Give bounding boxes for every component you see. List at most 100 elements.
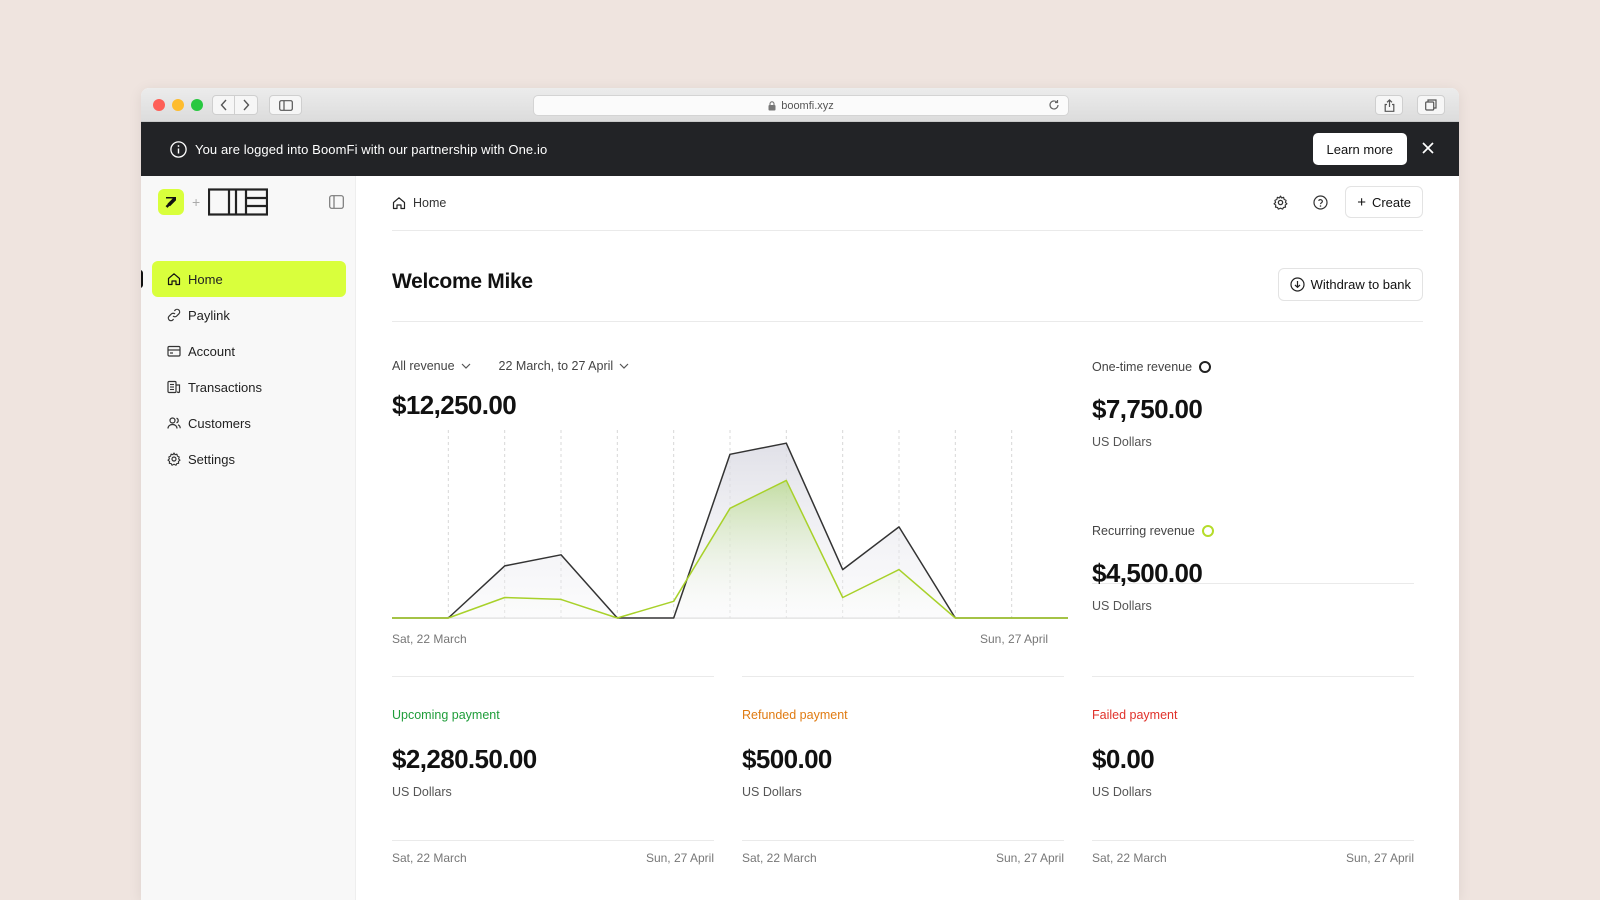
- info-icon: [170, 140, 187, 158]
- date-range-value: 22 March, to 27 April: [498, 359, 614, 373]
- sidebar-item-paylink[interactable]: Paylink: [152, 297, 346, 333]
- refunded-payment-card[interactable]: Refunded payment $500.00 US Dollars Sat,…: [742, 676, 1064, 866]
- help-button[interactable]: [1305, 187, 1335, 217]
- browser-sidebar-button[interactable]: [269, 95, 302, 115]
- sidebar-item-label: Account: [188, 343, 235, 359]
- card-end-label: Sun, 27 April: [1345, 851, 1414, 865]
- maximize-window-button[interactable]: [191, 99, 203, 111]
- withdraw-label: Withdraw to bank: [1310, 277, 1411, 292]
- chart-filters: All revenue 22 March, to 27 April: [392, 359, 657, 373]
- total-revenue-value: $12,250.00: [392, 390, 517, 420]
- arrow-icon: [165, 197, 176, 208]
- upcoming-payment-card[interactable]: Upcoming payment $2,280.50.00 US Dollars…: [392, 676, 714, 866]
- share-button[interactable]: [1375, 95, 1403, 115]
- url-text: boomfi.xyz: [781, 99, 834, 112]
- minimize-window-button[interactable]: [172, 99, 184, 111]
- card-value: $2,280.50.00: [392, 744, 537, 774]
- oneio-logo: [208, 188, 269, 216]
- sidebar-item-label: Customers: [188, 415, 251, 431]
- revenue-type-dropdown[interactable]: All revenue: [392, 359, 471, 373]
- card-axis: Sat, 22 March Sun, 27 April: [742, 840, 1064, 865]
- revenue-chart: [392, 430, 1068, 619]
- sidebar-item-label: Home: [188, 271, 223, 287]
- collapse-sidebar-icon[interactable]: [329, 195, 344, 209]
- create-label: Create: [1371, 194, 1411, 210]
- home-icon: [392, 197, 406, 210]
- stat-unit: US Dollars: [1092, 599, 1152, 613]
- transactions-icon: [167, 380, 181, 394]
- close-window-button[interactable]: [153, 99, 165, 111]
- card-label: Refunded payment: [742, 708, 848, 722]
- card-axis: Sat, 22 March Sun, 27 April: [392, 840, 714, 865]
- wallet-icon: [167, 345, 181, 357]
- chevron-down-icon: [619, 363, 629, 369]
- plus-icon: +: [1357, 193, 1366, 211]
- date-range-dropdown[interactable]: 22 March, to 27 April: [499, 359, 630, 373]
- card-start-label: Sat, 22 March: [1092, 851, 1167, 865]
- sidebar-item-customers[interactable]: Customers: [152, 405, 346, 441]
- one-time-legend-ring: [1199, 361, 1212, 373]
- address-bar[interactable]: boomfi.xyz: [533, 95, 1069, 116]
- stat-value: $4,500.00: [1092, 558, 1203, 588]
- settings-button[interactable]: [1265, 187, 1295, 217]
- sidebar: + Home Paylink Account: [141, 176, 356, 900]
- boomfi-logo[interactable]: [158, 189, 184, 215]
- card-start-label: Sat, 22 March: [742, 851, 817, 865]
- gear-icon: [167, 452, 181, 466]
- card-label: Failed payment: [1092, 708, 1178, 722]
- create-button[interactable]: + Create: [1345, 186, 1423, 218]
- sidebar-item-settings[interactable]: Settings: [152, 441, 346, 477]
- stat-unit: US Dollars: [1092, 435, 1152, 449]
- sidebar-item-label: Settings: [188, 451, 235, 467]
- browser-toolbar: boomfi.xyz: [141, 88, 1459, 122]
- banner-text: You are logged into BoomFi with our part…: [195, 141, 548, 157]
- sidebar-item-transactions[interactable]: Transactions: [152, 369, 346, 405]
- recurring-revenue-line: [392, 479, 1068, 619]
- divider: [1092, 583, 1414, 584]
- sidebar-item-home[interactable]: Home: [152, 261, 346, 297]
- download-circle-icon: [1289, 277, 1305, 292]
- browser-window: boomfi.xyz You are logged into BoomFi wi…: [141, 88, 1459, 900]
- welcome-section: Welcome Mike Withdraw to bank: [392, 231, 1423, 322]
- card-unit: US Dollars: [742, 785, 802, 799]
- recurring-revenue-area: [392, 480, 1068, 618]
- card-end-label: Sun, 27 April: [645, 851, 714, 865]
- stat-value: $7,750.00: [1092, 394, 1203, 424]
- chart-x-end-label: Sun, 27 April: [980, 632, 1049, 646]
- breadcrumb-label: Home: [413, 196, 447, 210]
- sidebar-item-account[interactable]: Account: [152, 333, 346, 369]
- revenue-type-value: All revenue: [392, 359, 455, 373]
- failed-payment-card[interactable]: Failed payment $0.00 US Dollars Sat, 22 …: [1092, 676, 1414, 866]
- recurring-legend-ring: [1201, 525, 1214, 537]
- share-icon: [1384, 98, 1394, 112]
- sidebar-nav: Home Paylink Account Transactions Custom…: [152, 261, 346, 477]
- stat-label: Recurring revenue: [1092, 524, 1195, 538]
- chart-x-start-label: Sat, 22 March: [392, 632, 467, 646]
- logo-row: +: [158, 188, 269, 216]
- card-label: Upcoming payment: [392, 708, 500, 722]
- stat-label: One-time revenue: [1092, 360, 1193, 374]
- logo-plus-sign: +: [192, 194, 201, 210]
- page-title: Welcome Mike: [392, 270, 533, 293]
- recurring-revenue-stat: Recurring revenue $4,500.00 US Dollars: [1092, 524, 1414, 613]
- link-icon: [167, 308, 181, 322]
- users-icon: [167, 417, 181, 429]
- close-icon[interactable]: [1421, 141, 1435, 155]
- withdraw-to-bank-button[interactable]: Withdraw to bank: [1277, 268, 1423, 301]
- gear-icon: [1273, 194, 1288, 210]
- help-icon: [1313, 194, 1328, 210]
- partnership-banner: You are logged into BoomFi with our part…: [141, 122, 1459, 176]
- card-value: $500.00: [742, 744, 832, 774]
- sidebar-item-label: Transactions: [188, 379, 262, 395]
- card-end-label: Sun, 27 April: [995, 851, 1064, 865]
- top-bar: Home + Create: [392, 176, 1423, 231]
- home-icon: [167, 273, 181, 286]
- back-button[interactable]: [212, 95, 235, 115]
- breadcrumb[interactable]: Home: [392, 196, 446, 210]
- learn-more-button[interactable]: Learn more: [1312, 133, 1407, 165]
- chevron-left-icon: [220, 99, 227, 111]
- card-unit: US Dollars: [1092, 785, 1152, 799]
- tabs-button[interactable]: [1417, 95, 1445, 115]
- forward-button[interactable]: [235, 95, 258, 115]
- reload-icon[interactable]: [1048, 99, 1060, 111]
